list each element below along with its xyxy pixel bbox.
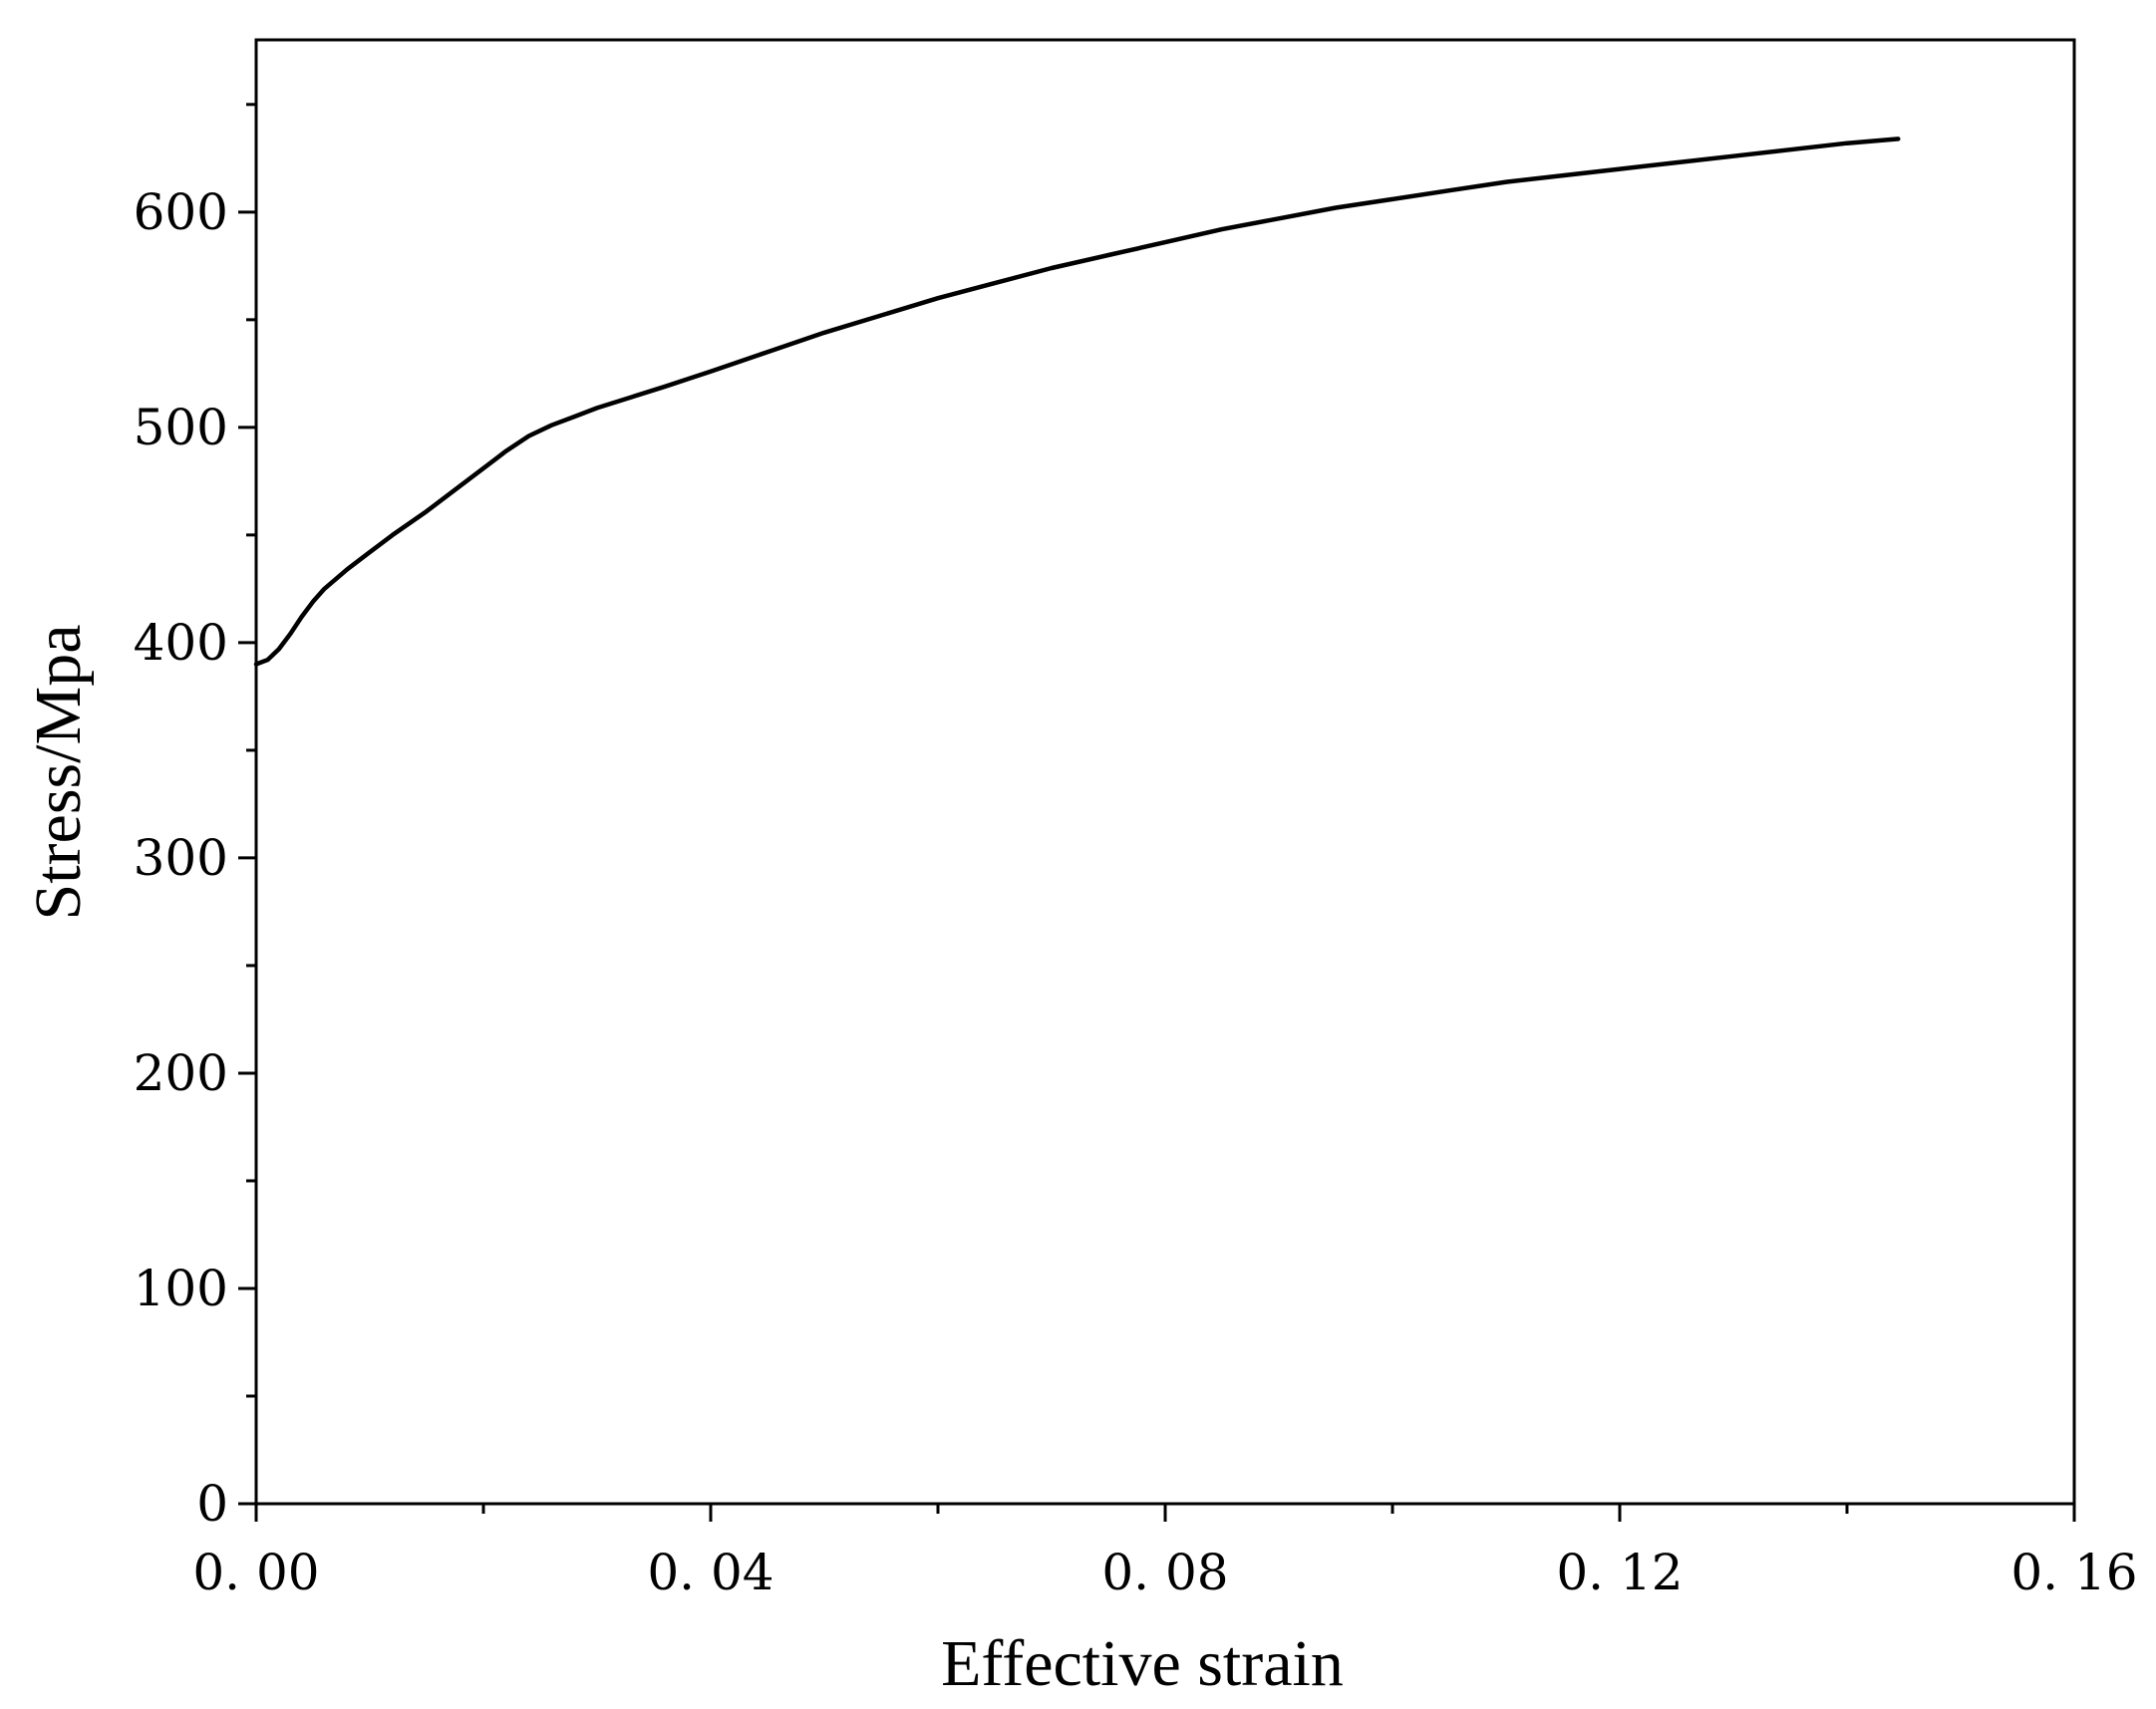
y-tick-label: 100 [134,1260,228,1317]
stress-strain-curve [253,137,1901,667]
y-tick-label: 0 [196,1475,228,1533]
y-tick-label: 500 [134,399,228,456]
y-axis-tick-labels: 0 100 200 300 400 500 600 [134,183,228,1533]
plot-frame [254,38,2076,1506]
x-axis-title: Effective strain [941,1627,1344,1700]
y-tick-label: 400 [134,614,228,672]
y-tick-label: 200 [134,1044,228,1102]
y-tick-label: 300 [134,829,228,887]
y-tick-label: 600 [134,183,228,241]
x-axis-ticks [254,1504,2076,1522]
x-tick-label: 0. 04 [647,1544,773,1601]
y-axis-title: Stress/Mpa [22,625,95,921]
x-tick-label: 0. 08 [1101,1544,1228,1601]
x-tick-label: 0. 16 [2010,1544,2137,1601]
y-axis-ticks [238,103,256,1506]
x-tick-label: 0. 12 [1556,1544,1683,1601]
x-axis-tick-labels: 0. 00 0. 04 0. 08 0. 12 0. 16 [192,1544,2137,1601]
x-tick-label: 0. 00 [192,1544,319,1601]
